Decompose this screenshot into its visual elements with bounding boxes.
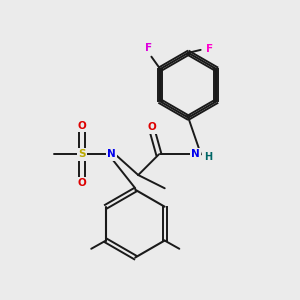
Text: S: S xyxy=(79,149,86,159)
Text: F: F xyxy=(146,43,153,53)
Text: N: N xyxy=(107,149,116,159)
Text: N: N xyxy=(191,149,200,159)
Text: O: O xyxy=(78,121,87,131)
Text: F: F xyxy=(206,44,213,54)
Text: H: H xyxy=(204,152,212,162)
Text: O: O xyxy=(147,122,156,132)
Text: O: O xyxy=(78,178,87,188)
